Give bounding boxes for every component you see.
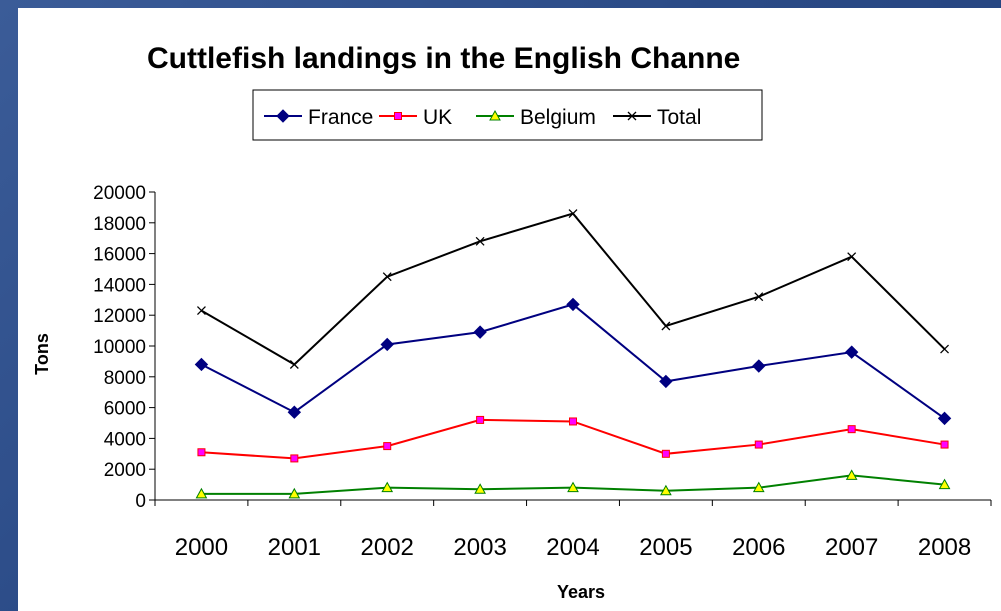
legend-label-france: France: [308, 106, 373, 129]
y-tick-label: 18000: [93, 214, 146, 235]
y-tick-label: 16000: [93, 245, 146, 266]
data-point-uk: [940, 440, 949, 449]
legend-label-total: Total: [657, 106, 701, 129]
data-point-france: [194, 357, 209, 372]
data-point-uk: [661, 449, 670, 458]
data-point-belgium: [938, 478, 951, 490]
x-tick-label: 2003: [453, 534, 506, 561]
data-point-france: [844, 345, 859, 359]
x-tick-label: 2000: [175, 534, 228, 561]
data-point-france: [659, 374, 673, 389]
y-axis-title: Tons: [32, 333, 52, 375]
legend-marker-uk: [394, 112, 402, 120]
y-tick-label: 2000: [104, 460, 146, 481]
y-tick-label: 12000: [93, 306, 146, 327]
data-point-total: [475, 236, 485, 246]
data-point-total: [661, 321, 671, 331]
x-tick-label: 2001: [268, 534, 321, 561]
data-point-uk: [569, 417, 577, 426]
data-point-france: [380, 337, 394, 352]
data-point-france: [287, 405, 302, 419]
series-group: [194, 209, 952, 499]
series-line-total: [200, 212, 946, 366]
legend-marker-total: [627, 111, 637, 121]
y-tick-label: 10000: [93, 337, 146, 358]
x-tick-label: 2006: [732, 534, 785, 561]
legend-marker-belgium: [489, 109, 501, 121]
series-line-france: [200, 303, 946, 420]
data-point-uk: [197, 448, 206, 457]
y-tick-label: 6000: [104, 399, 146, 420]
y-tick-label: 0: [135, 491, 146, 512]
data-point-uk: [847, 425, 856, 434]
y-tick-label: 4000: [104, 429, 146, 450]
data-point-total: [754, 292, 764, 302]
x-tick-label: 2004: [546, 534, 599, 561]
data-point-total: [940, 344, 950, 354]
data-point-belgium: [288, 487, 301, 499]
data-point-total: [289, 360, 299, 369]
legend-marker-france: [276, 109, 290, 123]
data-point-france: [566, 297, 580, 312]
x-axis-title: Years: [557, 582, 605, 602]
series-line-uk: [201, 418, 945, 460]
data-point-belgium: [381, 481, 394, 493]
x-tick-label: 2002: [361, 534, 414, 561]
data-point-france: [937, 411, 952, 426]
line-chart: Cuttlefish landings in the English Chann…: [32, 42, 992, 602]
data-point-belgium: [752, 481, 765, 493]
data-point-belgium: [845, 469, 858, 480]
y-tick-label: 20000: [93, 183, 146, 204]
data-point-belgium: [474, 483, 486, 494]
data-point-uk: [290, 454, 299, 463]
data-point-total: [568, 209, 578, 219]
data-point-total: [382, 272, 392, 282]
data-point-uk: [383, 442, 392, 451]
x-tick-label: 2007: [825, 534, 878, 561]
data-point-total: [847, 252, 857, 262]
x-tick-label: 2005: [639, 534, 692, 561]
data-point-uk: [754, 440, 763, 449]
data-point-total: [196, 306, 206, 316]
data-point-france: [752, 359, 766, 373]
x-tick-label: 2008: [918, 534, 971, 561]
legend-label-uk: UK: [423, 106, 452, 129]
legend-label-belgium: Belgium: [520, 106, 596, 129]
data-point-belgium: [660, 484, 672, 496]
data-point-france: [473, 325, 487, 339]
data-point-belgium: [195, 487, 208, 499]
data-point-uk: [476, 415, 485, 424]
chart-title: Cuttlefish landings in the English Chann…: [147, 42, 740, 75]
chart-frame: Cuttlefish landings in the English Chann…: [18, 8, 1001, 611]
axes: 0 2000 4000 6000 8000 10000 12000 14000 16000 180…: [93, 183, 992, 561]
y-tick-label: 8000: [104, 368, 146, 389]
y-tick-label: 14000: [93, 275, 146, 296]
data-point-belgium: [567, 481, 579, 493]
legend: France UK Belgium Total: [252, 89, 763, 141]
